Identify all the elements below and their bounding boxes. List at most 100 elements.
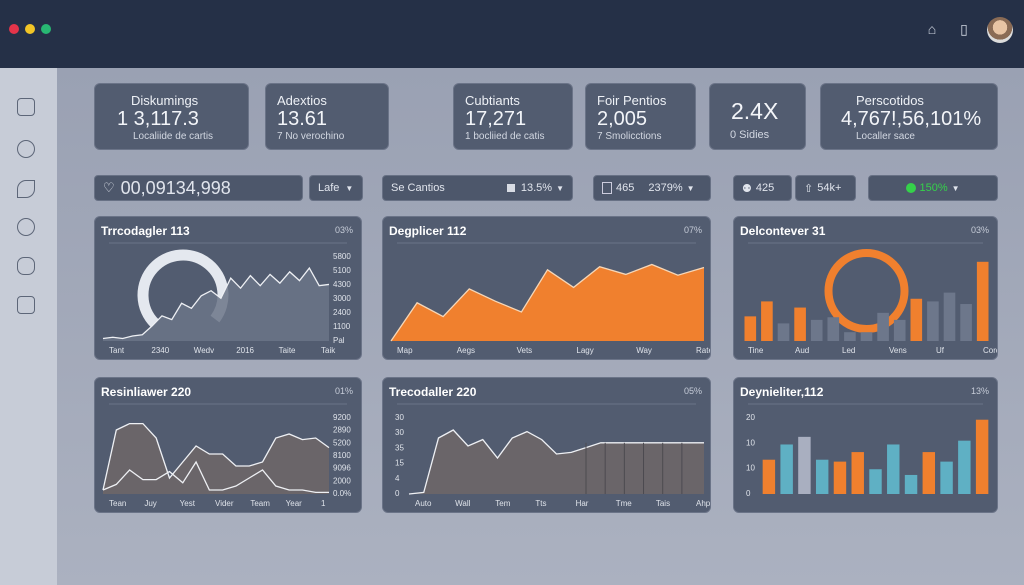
x-tick-label: Year [286,499,303,508]
rocket-icon[interactable] [17,180,35,198]
bar [810,319,823,341]
maximize-window-button[interactable] [41,24,51,34]
search-input[interactable]: ♡ 00,09134,998 [94,175,303,201]
kpi-card[interactable]: Adextios 13.61 7 No verochino [265,83,389,150]
kpi-label: Perscotidos [856,93,924,108]
document-icon[interactable] [17,98,35,116]
metric-value: 54k+ [817,182,842,194]
bar [798,436,811,494]
kpi-card[interactable]: Cubtiants 17,271 1 bocliied de catis [453,83,573,150]
chart-percent: 01% [334,386,353,396]
close-window-button[interactable] [9,24,19,34]
metric-465-dropdown[interactable]: 465 2379% ▼ [593,175,711,201]
x-tick-label: Tme [616,499,633,508]
metric-value: 465 [616,182,635,194]
chart-card: Trecodaller 220 05% 30 30 35 15 4 0 Auto Wall Tem T… [382,377,711,513]
kpi-card[interactable]: Foir Pentios 2,005 7 Smolicctions [585,83,696,150]
y-tick-label: 1100 [333,322,351,331]
kpi-card[interactable]: Diskumings 1 3,117.3 Localiide de cartis [94,83,249,150]
series-line [390,263,705,342]
series-line [102,266,330,340]
series-line [102,422,330,491]
metric-425-button[interactable]: ⚉ 425 [733,175,792,201]
y-tick-label: 30 [395,413,404,422]
x-tick-label: Led [842,346,855,355]
gamepad-icon[interactable] [17,257,35,275]
bar [869,469,882,494]
bar [887,444,900,494]
bar [922,452,936,494]
y-tick-label: 0 [746,489,751,498]
chart-percent: 03% [970,225,989,235]
kpi-card[interactable]: 2.4X 0 Sidies [709,83,806,150]
title-bar: ⌂ ▯ [0,0,1024,68]
chevron-down-icon: ▼ [345,183,354,193]
kpi-value: 2,005 [597,108,648,130]
location-pin-icon: ♡ [103,180,115,195]
lafe-dropdown[interactable]: Lafe ▼ [309,175,363,201]
x-tick-label: Tant [109,346,125,355]
kpi-value: 17,271 [465,108,527,130]
metric-value: 425 [755,182,775,194]
kpi-sub: 1 bocliied de catis [465,131,545,142]
bar [815,459,829,494]
square-icon [506,184,515,192]
sidebar [0,68,57,585]
x-tick-label: Ahpr [696,499,710,508]
avatar[interactable] [987,17,1013,43]
metric-pct: 2379% [648,182,683,194]
chart-percent: 07% [683,225,702,235]
bar [780,444,793,494]
y-tick-label: 2000 [333,476,351,485]
bar [762,459,776,494]
x-tick-label: Uf [936,346,945,355]
x-tick-label: 2016 [236,346,254,355]
kpi-value: 2.4X [731,98,779,124]
bell-icon[interactable]: ⌂ [927,21,937,37]
kpi-card[interactable]: Perscotidos 4,767!,56,101% Localler sace [820,83,998,150]
clock-icon[interactable] [17,218,35,236]
upload-icon: ⇧ [804,182,814,195]
y-tick-label: 10 [746,438,755,447]
status-value: 150% [919,182,948,194]
kpi-label: Foir Pentios [597,93,667,108]
x-tick-label: Aegs [457,346,475,355]
metric-54k-button[interactable]: ⇧ 54k+ [795,175,856,201]
x-tick-label: 2340 [151,346,169,355]
x-tick-label: Way [636,346,652,355]
x-tick-label: Vider [215,499,234,508]
x-tick-label: Taite [279,346,296,355]
x-tick-label: Lagy [576,346,593,355]
search-value: 00,09134,998 [120,177,231,198]
x-tick-label: Yest [180,499,196,508]
series-area [103,423,329,494]
chart-card: Delcontever 31 03% Tine Aud Led Vens Uf Cordy [733,216,998,360]
clipboard-icon[interactable]: ▯ [960,21,968,37]
y-tick-label: 5800 [333,252,351,261]
dropdown-label: Lafe [318,182,340,194]
minimize-window-button[interactable] [25,24,35,34]
chart-title: Deynieliter,112 [740,385,824,399]
bar [910,298,923,341]
se-cantios-dropdown[interactable]: Se Cantios 13.5% ▼ [382,175,573,201]
bar [927,301,939,341]
kpi-label: Diskumings [131,93,199,108]
y-tick-label: 0 [395,489,400,498]
bar [904,474,918,494]
bar [877,312,889,341]
chevron-down-icon: ▼ [951,183,960,193]
kpi-label: Adextios [277,93,327,108]
y-tick-label: 15 [395,459,404,468]
dropdown-label: Se Cantios [391,182,445,194]
calendar-icon[interactable] [17,296,35,314]
bar [844,332,856,341]
chart-title: Trecodaller 220 [389,385,477,399]
y-tick-label: 9096 [333,464,351,473]
y-tick-label: 5200 [333,438,351,447]
series-line [408,429,704,495]
y-tick-label: 3000 [333,294,351,303]
globe-icon[interactable] [17,140,35,158]
status-dropdown[interactable]: 150% ▼ [868,175,998,201]
chart-percent: 13% [970,386,989,396]
bar [761,301,773,341]
